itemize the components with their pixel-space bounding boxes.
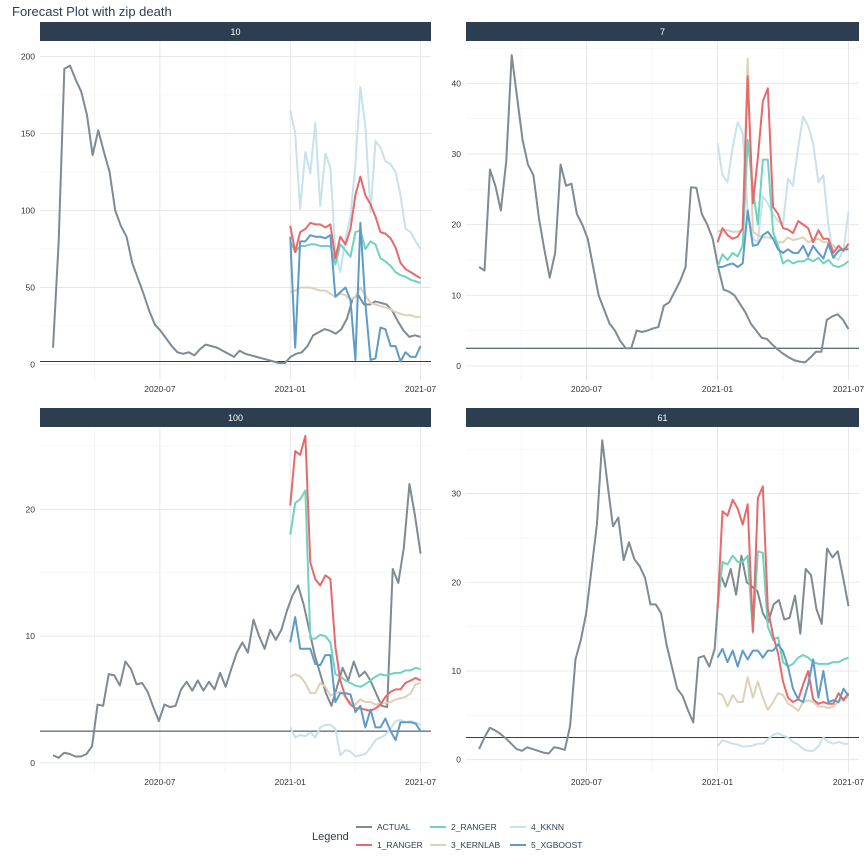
facet-strip-label: 10 (230, 27, 240, 37)
series-line-3-kernlab (289, 286, 421, 318)
legend-label: 4_KKNN (531, 822, 564, 832)
y-tick-label: 150 (21, 128, 35, 138)
x-tick-label: 2021-01 (702, 777, 733, 787)
x-tick-label: 2020-07 (571, 384, 602, 394)
y-tick-label: 40 (452, 78, 462, 88)
y-tick-label: 20 (452, 577, 462, 587)
y-tick-label: 50 (26, 283, 36, 293)
legend-label: 5_XGBOOST (531, 840, 583, 850)
series-line-1-ranger (716, 75, 850, 254)
series-line-4-kknn (289, 718, 422, 758)
series-line-2-ranger (716, 550, 849, 668)
y-tick-label: 10 (452, 666, 462, 676)
series-line-actual (478, 439, 850, 755)
x-tick-label: 2020-07 (571, 777, 602, 787)
x-tick-label: 2021-07 (405, 777, 436, 787)
x-tick-label: 2020-07 (144, 384, 175, 394)
x-tick-label: 2021-07 (833, 777, 864, 787)
series-line-1-ranger (289, 175, 422, 280)
series-line-1-ranger (289, 434, 422, 712)
panel-100: 100 0 10 20 2020-07 2021-01 2021-07 (26, 408, 436, 787)
x-tick-label: 2020-07 (144, 777, 175, 787)
legend-item-3-kernlab: 3_KERNLAB (430, 840, 500, 850)
series-line-actual (478, 54, 850, 364)
y-tick-label: 20 (452, 220, 462, 230)
chart-title: Forecast Plot with zip death (12, 4, 172, 19)
legend-item-4-kknn: 4_KKNN (510, 822, 564, 832)
y-tick-label: 0 (30, 758, 35, 768)
y-tick-label: 30 (452, 489, 462, 499)
x-tick-label: 2021-01 (702, 384, 733, 394)
facet-strip (466, 22, 859, 41)
panel-7: 7 0 10 20 30 40 2020-07 2021-01 2021-07 (452, 22, 864, 394)
y-tick-label: 200 (21, 51, 35, 61)
series-line-4-kknn (716, 115, 850, 261)
series-line-3-kernlab (717, 57, 849, 251)
x-tick-label: 2021-01 (275, 777, 306, 787)
series-line-2-ranger (716, 138, 850, 268)
legend: Legend ACTUAL 1_RANGER 2_RANGER 3_KERNLAB 4_K… (312, 822, 583, 850)
series-line-actual (52, 64, 421, 365)
y-tick-label: 10 (452, 290, 462, 300)
x-tick-label: 2021-07 (833, 384, 864, 394)
series-line-3-kernlab (289, 673, 421, 706)
legend-label: 2_RANGER (451, 822, 497, 832)
series-line-5-xgboost (717, 209, 849, 268)
facet-strip (466, 408, 859, 427)
legend-item-2-ranger: 2_RANGER (430, 822, 497, 832)
legend-title: Legend (312, 831, 349, 843)
legend-label: ACTUAL (377, 822, 411, 832)
x-tick-label: 2021-01 (275, 384, 306, 394)
y-tick-label: 10 (26, 631, 36, 641)
panel-61: 61 0 10 20 30 2020-07 2021-01 2021-07 (452, 408, 864, 787)
y-tick-label: 0 (30, 360, 35, 370)
legend-item-5-xgboost: 5_XGBOOST (510, 840, 583, 850)
y-tick-label: 20 (26, 504, 36, 514)
facet-strip (40, 22, 431, 41)
series-line-5-xgboost (289, 616, 422, 742)
facet-strip-label: 100 (228, 413, 243, 423)
series-line-2-ranger (289, 229, 421, 284)
y-tick-label: 0 (456, 361, 461, 371)
series-line-3-kernlab (717, 676, 849, 712)
series-line-4-kknn (716, 732, 849, 752)
legend-label: 1_RANGER (377, 840, 423, 850)
legend-label: 3_KERNLAB (451, 840, 500, 850)
facet-strip-label: 61 (657, 413, 667, 423)
series-line-1-ranger (716, 485, 850, 705)
facet-strip-label: 7 (660, 27, 665, 37)
series-line-2-ranger (289, 489, 421, 688)
series-line-5-xgboost (716, 643, 850, 704)
x-tick-label: 2021-07 (405, 384, 436, 394)
y-tick-label: 0 (456, 755, 461, 765)
facet-strip (40, 408, 431, 427)
series-line-actual (52, 483, 422, 759)
y-tick-label: 30 (452, 149, 462, 159)
legend-item-1-ranger: 1_RANGER (356, 840, 423, 850)
series-line-4-kknn (289, 86, 422, 274)
y-tick-label: 100 (21, 206, 35, 216)
legend-item-actual: ACTUAL (356, 822, 411, 832)
series-line-5-xgboost (289, 221, 422, 363)
